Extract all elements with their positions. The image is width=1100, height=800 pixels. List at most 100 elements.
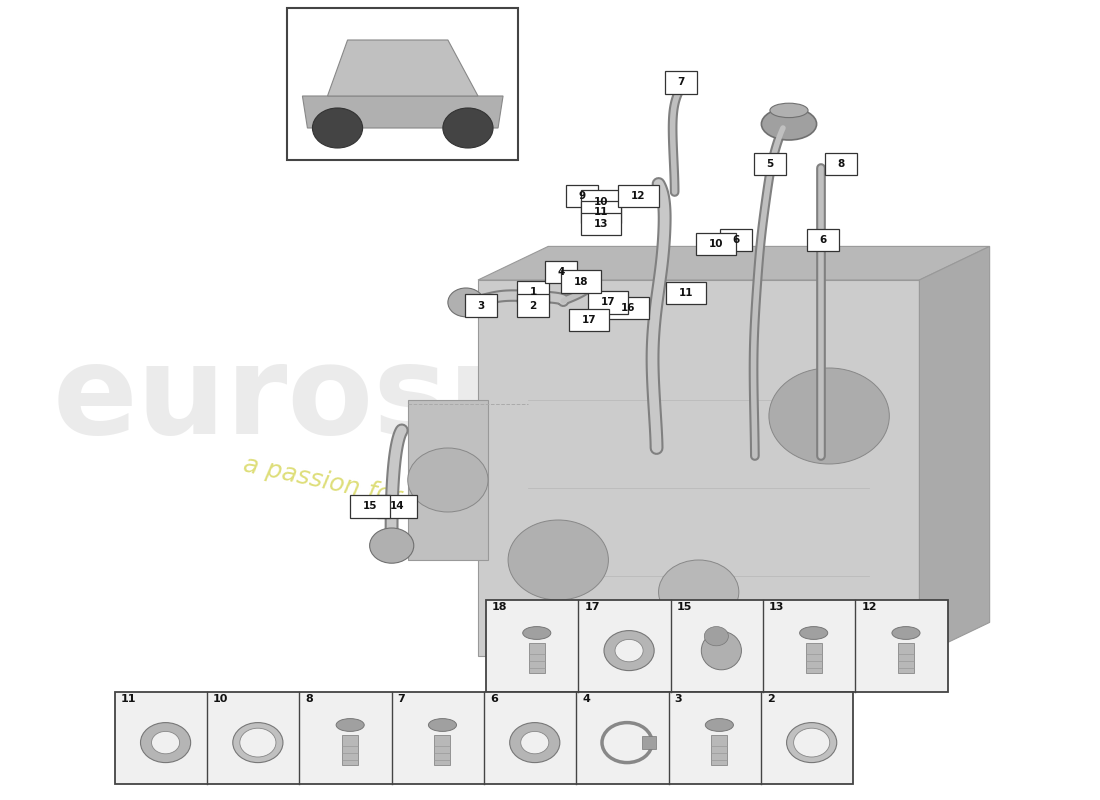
Circle shape bbox=[769, 368, 889, 464]
Circle shape bbox=[520, 731, 549, 754]
Ellipse shape bbox=[761, 108, 816, 140]
Polygon shape bbox=[478, 246, 990, 280]
Circle shape bbox=[615, 639, 644, 662]
Text: 3: 3 bbox=[477, 301, 485, 310]
Text: 17: 17 bbox=[584, 602, 600, 611]
Polygon shape bbox=[302, 96, 503, 128]
Bar bbox=[486, 600, 947, 692]
FancyBboxPatch shape bbox=[608, 297, 649, 319]
Ellipse shape bbox=[770, 103, 808, 118]
FancyBboxPatch shape bbox=[588, 291, 628, 314]
Circle shape bbox=[704, 626, 728, 646]
Text: 18: 18 bbox=[574, 277, 589, 286]
Polygon shape bbox=[408, 400, 488, 560]
FancyBboxPatch shape bbox=[561, 270, 602, 293]
Text: 18: 18 bbox=[492, 602, 507, 611]
FancyBboxPatch shape bbox=[807, 229, 839, 251]
FancyBboxPatch shape bbox=[695, 233, 736, 255]
Text: 11: 11 bbox=[679, 288, 693, 298]
Bar bbox=[342, 734, 359, 765]
Circle shape bbox=[240, 728, 276, 757]
Text: 12: 12 bbox=[861, 602, 877, 611]
Text: 9: 9 bbox=[579, 191, 586, 201]
Circle shape bbox=[793, 728, 829, 757]
Text: 15: 15 bbox=[676, 602, 692, 611]
Circle shape bbox=[370, 528, 414, 563]
Circle shape bbox=[659, 560, 739, 624]
FancyBboxPatch shape bbox=[825, 153, 857, 175]
Circle shape bbox=[141, 722, 190, 762]
FancyBboxPatch shape bbox=[517, 294, 549, 317]
Circle shape bbox=[786, 722, 837, 762]
Text: 11: 11 bbox=[121, 694, 136, 704]
Text: 6: 6 bbox=[490, 694, 498, 704]
Circle shape bbox=[604, 630, 654, 670]
Text: 16: 16 bbox=[621, 303, 636, 313]
Bar bbox=[434, 734, 451, 765]
Text: 13: 13 bbox=[594, 219, 608, 229]
Polygon shape bbox=[478, 280, 920, 656]
Ellipse shape bbox=[892, 626, 920, 639]
Bar bbox=[805, 642, 822, 673]
Bar bbox=[287, 8, 518, 160]
FancyBboxPatch shape bbox=[376, 495, 417, 518]
Circle shape bbox=[312, 108, 363, 148]
FancyBboxPatch shape bbox=[581, 201, 622, 223]
Bar bbox=[712, 734, 727, 765]
Text: 10: 10 bbox=[213, 694, 229, 704]
Ellipse shape bbox=[705, 718, 734, 731]
FancyBboxPatch shape bbox=[566, 185, 598, 207]
Polygon shape bbox=[328, 40, 478, 96]
Ellipse shape bbox=[702, 631, 741, 670]
Text: a passion for parts since 1985: a passion for parts since 1985 bbox=[241, 453, 615, 555]
Text: 15: 15 bbox=[362, 502, 377, 511]
Text: 1: 1 bbox=[529, 287, 537, 297]
Text: 17: 17 bbox=[582, 315, 596, 325]
Circle shape bbox=[508, 520, 608, 600]
Text: 4: 4 bbox=[558, 267, 565, 277]
Text: 8: 8 bbox=[837, 159, 845, 169]
Ellipse shape bbox=[337, 718, 364, 731]
Bar bbox=[898, 642, 914, 673]
Circle shape bbox=[408, 448, 488, 512]
Text: 7: 7 bbox=[398, 694, 406, 704]
Circle shape bbox=[443, 108, 493, 148]
Text: 12: 12 bbox=[631, 191, 646, 201]
Polygon shape bbox=[920, 246, 990, 656]
Text: 10: 10 bbox=[594, 197, 608, 206]
FancyBboxPatch shape bbox=[570, 309, 609, 331]
Text: 4: 4 bbox=[582, 694, 591, 704]
Text: 6: 6 bbox=[733, 235, 739, 245]
FancyBboxPatch shape bbox=[350, 495, 389, 518]
FancyBboxPatch shape bbox=[546, 261, 578, 283]
Ellipse shape bbox=[522, 626, 551, 639]
FancyBboxPatch shape bbox=[754, 153, 786, 175]
Bar bbox=[114, 692, 854, 784]
Bar bbox=[529, 642, 544, 673]
FancyBboxPatch shape bbox=[581, 190, 622, 213]
Ellipse shape bbox=[800, 626, 827, 639]
Text: 8: 8 bbox=[306, 694, 313, 704]
FancyBboxPatch shape bbox=[664, 71, 696, 94]
FancyBboxPatch shape bbox=[517, 281, 549, 303]
Text: 13: 13 bbox=[769, 602, 784, 611]
Text: eurospares: eurospares bbox=[53, 339, 843, 461]
Text: 6: 6 bbox=[820, 235, 827, 245]
FancyBboxPatch shape bbox=[581, 213, 622, 235]
FancyBboxPatch shape bbox=[719, 229, 752, 251]
Circle shape bbox=[152, 731, 179, 754]
Text: 2: 2 bbox=[529, 301, 537, 310]
FancyBboxPatch shape bbox=[618, 185, 659, 207]
Circle shape bbox=[233, 722, 283, 762]
FancyBboxPatch shape bbox=[666, 282, 706, 304]
Text: 2: 2 bbox=[767, 694, 774, 704]
Circle shape bbox=[448, 288, 484, 317]
FancyBboxPatch shape bbox=[465, 294, 497, 317]
Text: 17: 17 bbox=[601, 298, 616, 307]
Text: 7: 7 bbox=[676, 78, 684, 87]
Text: 10: 10 bbox=[708, 239, 723, 249]
Text: 5: 5 bbox=[767, 159, 773, 169]
Text: 3: 3 bbox=[674, 694, 682, 704]
Ellipse shape bbox=[428, 718, 456, 731]
Circle shape bbox=[509, 722, 560, 762]
